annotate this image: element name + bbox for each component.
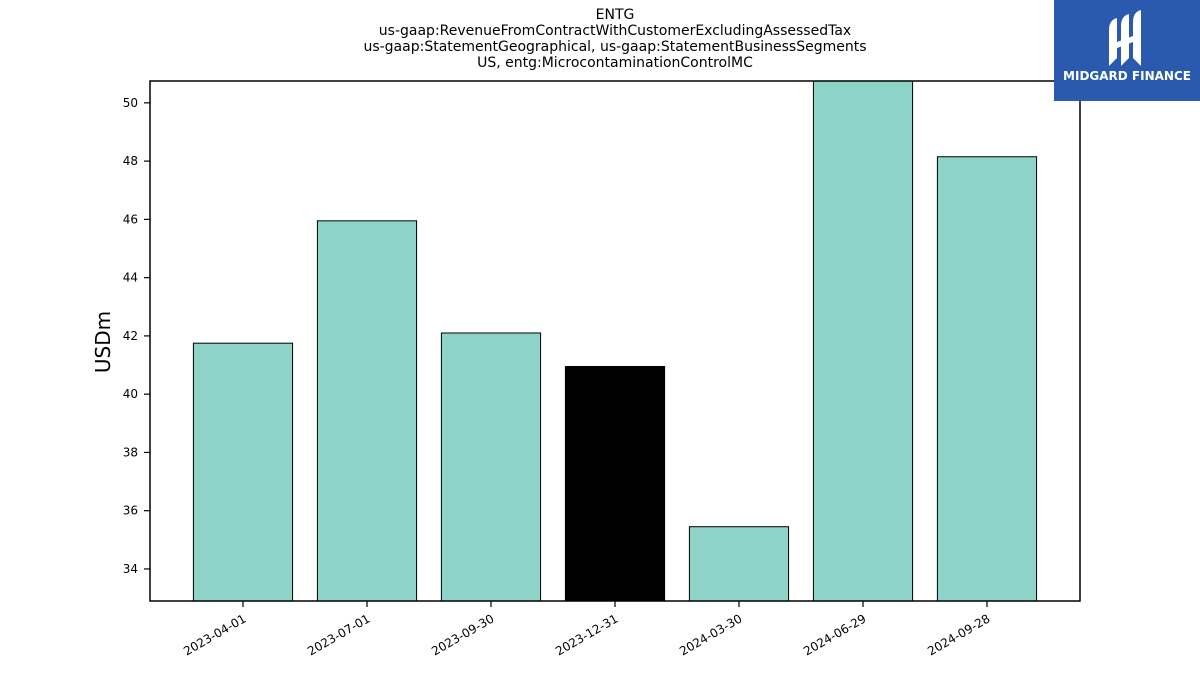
y-tick-label-38: 38: [123, 445, 138, 459]
y-tick-label-34: 34: [123, 562, 138, 576]
x-tick-label-2024-06-29: 2024-06-29: [801, 611, 868, 658]
x-tick-label-2023-12-31: 2023-12-31: [553, 611, 620, 658]
title-line-concept: us-gaap:RevenueFromContractWithCustomerE…: [378, 23, 852, 39]
logo-text: MIDGARD FINANCE: [1063, 69, 1191, 83]
bar-2024-03-30: [688, 526, 790, 601]
y-tick-label-42: 42: [123, 329, 138, 343]
bar-2023-04-01: [192, 342, 294, 601]
y-axis-label: USDm: [91, 311, 115, 373]
title-line-members: US, entg:MicrocontaminationControlMC: [477, 55, 753, 71]
x-tick-label-2023-09-30: 2023-09-30: [429, 611, 496, 658]
midgard-logo-icon: [1109, 10, 1141, 66]
y-tick-label-48: 48: [123, 154, 138, 168]
midgard-finance-logo: MIDGARD FINANCE: [1054, 0, 1200, 101]
x-tick-label-2023-07-01: 2023-07-01: [305, 611, 372, 658]
y-tick-label-50: 50: [123, 96, 138, 110]
bar-2024-06-29: [812, 81, 914, 601]
bar-2024-09-28: [936, 156, 1038, 601]
x-tick-label-2023-04-01: 2023-04-01: [181, 611, 248, 658]
bar-2023-12-31: [564, 365, 666, 601]
bar-2023-07-01: [316, 220, 418, 601]
x-tick-label-2024-03-30: 2024-03-30: [677, 611, 744, 658]
y-tick-label-46: 46: [123, 212, 138, 226]
title-line-axes: us-gaap:StatementGeographical, us-gaap:S…: [363, 39, 867, 55]
title-line-ticker: ENTG: [595, 7, 635, 23]
bar-2023-09-30: [440, 332, 542, 601]
x-tick-label-2024-09-28: 2024-09-28: [925, 611, 992, 658]
y-tick-label-40: 40: [123, 387, 138, 401]
chart-title: ENTG us-gaap:RevenueFromContractWithCust…: [0, 7, 1200, 71]
y-tick-label-36: 36: [123, 504, 138, 518]
y-tick-label-44: 44: [123, 271, 138, 285]
